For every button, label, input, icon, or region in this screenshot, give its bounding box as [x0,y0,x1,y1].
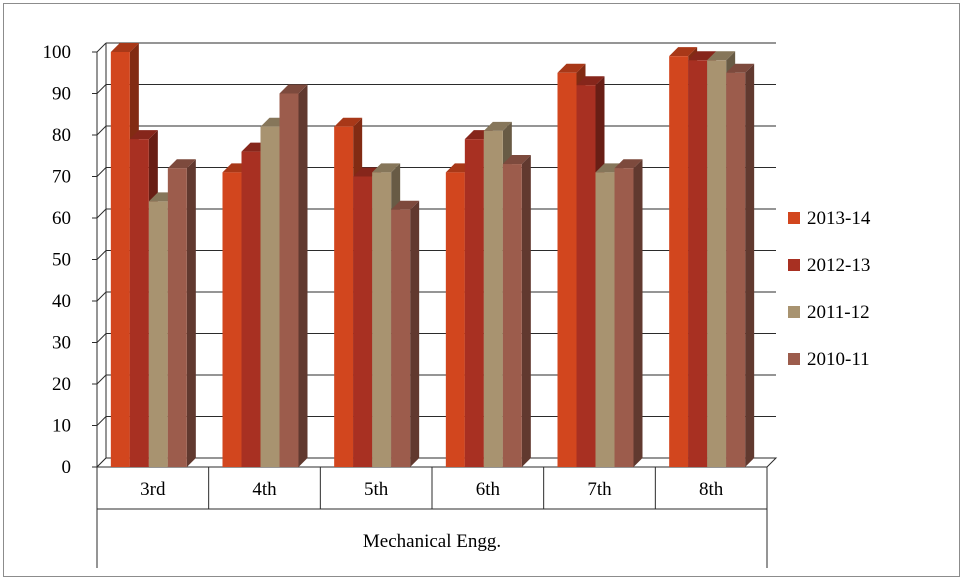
category-label: 5th [364,479,389,500]
y-tick-label: 30 [52,333,71,354]
gridline-depth [96,416,107,426]
gridline-depth [96,291,107,302]
gridline-depth [96,333,107,343]
bar [241,151,261,467]
y-tick-label: 90 [52,84,71,105]
y-tick-label: 70 [52,167,71,188]
y-tick-label: 60 [52,208,71,229]
y-tick-label: 100 [43,42,72,63]
bar-side [298,84,308,467]
bar-side [410,200,420,467]
bar [614,168,634,467]
bar [372,172,392,467]
bar-top [372,163,401,173]
bar [391,209,411,467]
bar-top [167,159,196,169]
bar [334,126,354,467]
y-tick-label: 10 [52,416,71,437]
bar [726,72,746,467]
bar [279,93,299,467]
category-label: 8th [699,479,724,500]
bar-side [521,155,531,468]
bar [557,72,577,467]
legend-swatch [788,306,800,318]
bar [483,130,503,467]
gridline-depth [96,42,107,53]
bar [595,172,615,467]
bar [576,85,596,467]
bar-top [391,200,420,210]
bar [148,201,168,467]
y-tick-label: 0 [62,457,72,478]
bar-top [483,121,512,131]
gridline-depth [96,374,107,385]
y-tick-label: 50 [52,250,71,271]
gridline-depth [96,208,107,219]
y-tick-label: 40 [52,291,71,312]
gridline-depth [96,125,107,136]
bar-top [502,155,531,165]
bar [464,139,484,467]
legend-label: 2011-12 [807,302,870,323]
bar-top [688,51,717,61]
bar [445,172,465,467]
bar [502,164,522,468]
bar [353,176,373,467]
bar-side [633,159,643,467]
bar [167,168,187,467]
bar [110,52,130,467]
bar-top [614,159,643,169]
bar [129,139,149,467]
bar [669,56,689,468]
bar-top [279,84,308,94]
category-label: 7th [587,479,612,500]
bar-top [334,117,363,127]
bar-top [576,76,605,86]
category-group-label: Mechanical Engg. [363,531,501,552]
legend-label: 2010-11 [807,349,870,370]
bar-top [110,43,139,52]
bar-side [186,159,196,467]
bar [707,60,727,468]
legend-label: 2013-14 [807,208,871,229]
gridline-depth [96,84,107,94]
y-tick-label: 80 [52,125,71,146]
category-label: 4th [252,479,277,500]
bar-top [707,51,736,61]
bar-top [669,47,698,57]
bar-side [745,63,755,467]
legend-swatch [788,259,800,271]
gridline-depth [96,167,107,177]
bar [688,60,708,468]
y-tick-label: 20 [52,374,71,395]
legend-swatch [788,212,800,224]
bar-top [129,130,158,140]
category-label: 6th [476,479,501,500]
legend-swatch [788,353,800,365]
bar-top [726,63,755,73]
bar [260,126,280,467]
legend-label: 2012-13 [807,255,870,276]
gridline-depth [96,250,107,260]
category-label: 3rd [140,479,166,500]
bar [222,172,242,467]
bar-top [557,63,586,73]
